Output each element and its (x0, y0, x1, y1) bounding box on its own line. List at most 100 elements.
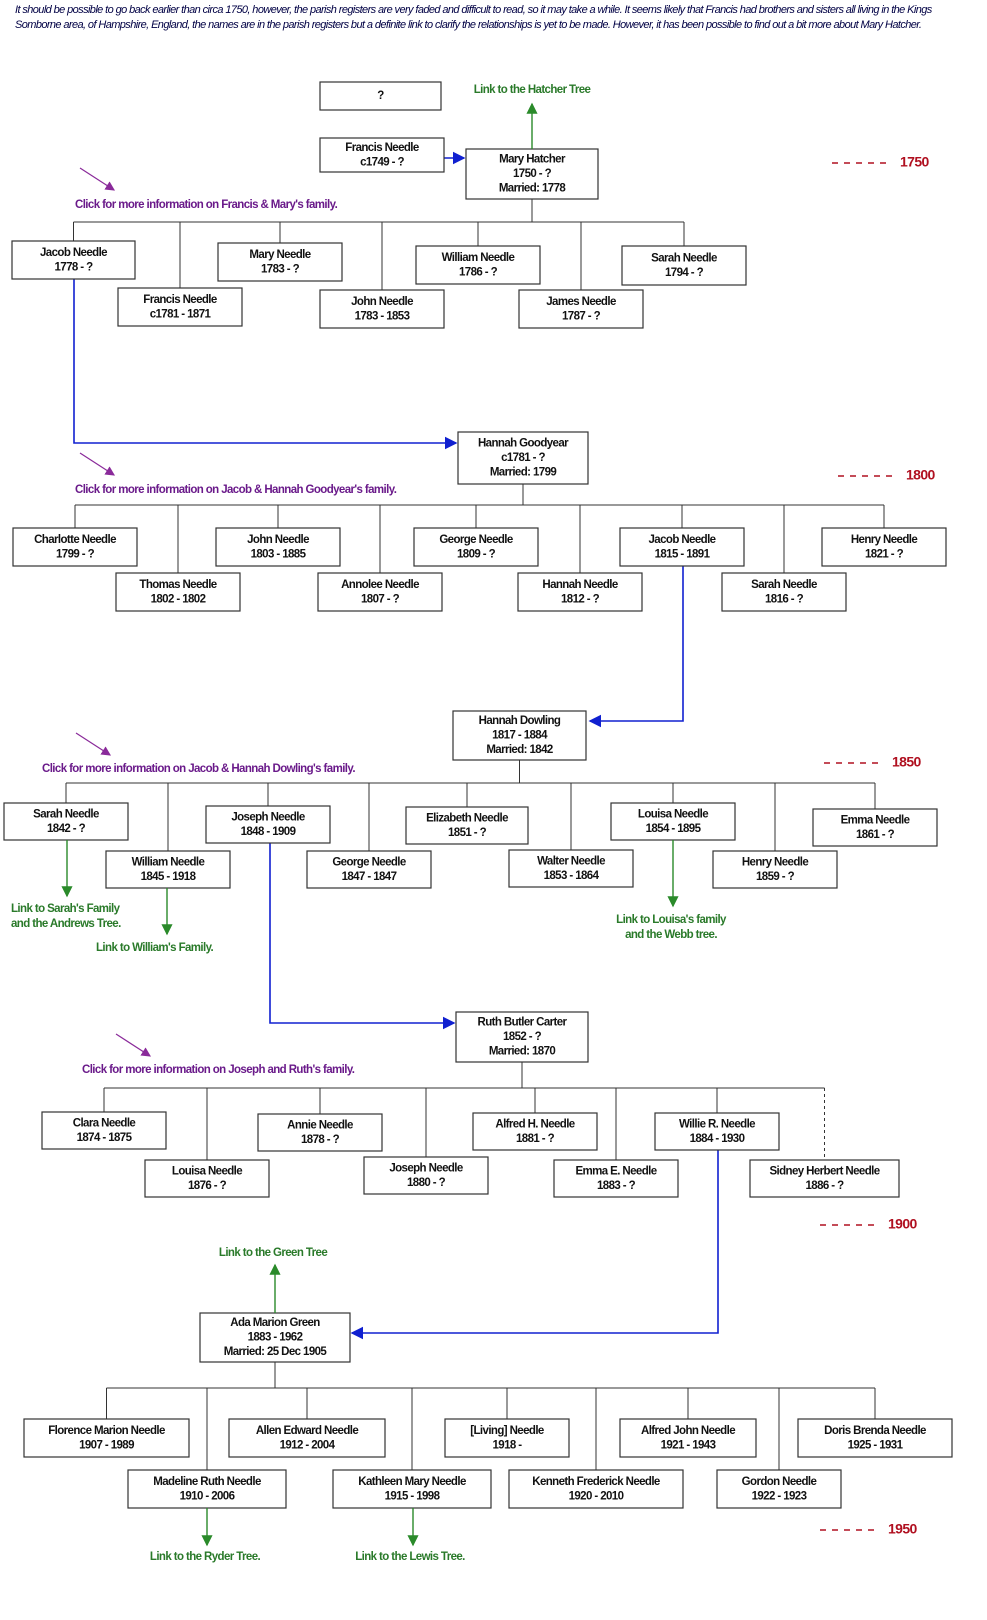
person-box (621, 245, 747, 286)
person-box (654, 1112, 780, 1151)
person-name: Sarah Needle (33, 808, 99, 820)
person-box (413, 527, 539, 567)
person-box (332, 1469, 492, 1509)
person-box (518, 289, 644, 329)
person-box (319, 137, 445, 173)
decade-label: 1750 (900, 154, 930, 170)
person-box (797, 1418, 953, 1458)
person-detail: 1915 - 1998 (385, 1490, 441, 1502)
person-box (319, 289, 445, 329)
info-link[interactable]: Click for more information on Jacob & Ha… (42, 763, 356, 775)
person-name: Gordon Needle (742, 1476, 817, 1488)
person-name: Joseph Needle (231, 811, 305, 823)
tree-link[interactable]: Link to Louisa's family (616, 914, 728, 926)
person-detail: 1817 - 1884 (492, 730, 548, 742)
person-detail: 1918 - (492, 1439, 522, 1451)
info-link[interactable]: Click for more information on Jacob & Ha… (75, 484, 397, 496)
person-box (712, 850, 838, 889)
person-box (508, 1469, 684, 1509)
person-name: Hannah Needle (542, 579, 617, 591)
person-box (452, 710, 587, 761)
person-box (319, 81, 442, 111)
person-box (716, 1469, 842, 1509)
person-box (457, 431, 589, 485)
person-box (363, 1156, 489, 1195)
person-box (619, 527, 745, 567)
tree-link[interactable]: Link to William's Family. (96, 942, 214, 954)
person-name: George Needle (439, 534, 513, 546)
decade-label: 1850 (892, 754, 922, 770)
person-detail: Married: 1870 (489, 1046, 556, 1058)
person-name: John Needle (351, 296, 413, 308)
person-box (115, 572, 241, 612)
tree-link[interactable]: Link to Sarah's Family (11, 903, 121, 915)
person-box (749, 1159, 900, 1198)
person-name: Mary Needle (249, 249, 310, 261)
person-detail: Married: 25 Dec 1905 (224, 1346, 328, 1358)
person-name: Allen Edward Needle (256, 1425, 359, 1437)
person-detail: 1907 - 1989 (79, 1439, 134, 1451)
person-detail: 1786 - ? (459, 266, 498, 278)
person-name: Walter Needle (537, 855, 605, 867)
person-name: Jacob Needle (40, 247, 107, 259)
person-box (215, 527, 341, 567)
person-name: Joseph Needle (389, 1162, 463, 1174)
pointer-arrow (115, 1033, 152, 1057)
person-detail: 1881 - ? (516, 1133, 555, 1145)
person-box (105, 850, 231, 889)
tree-link[interactable]: Link to the Lewis Tree. (355, 1551, 466, 1563)
person-detail: 1815 - 1891 (655, 548, 711, 560)
connector (588, 566, 684, 728)
person-box (117, 287, 243, 327)
person-detail: 1921 - 1943 (661, 1439, 716, 1451)
person-name: Willie R. Needle (679, 1118, 755, 1130)
tree-link[interactable]: Link to the Green Tree (219, 1247, 328, 1259)
person-detail: c1781 - 1871 (150, 308, 212, 320)
person-detail: 1847 - 1847 (342, 871, 397, 883)
person-box (465, 148, 599, 200)
person-detail: 1922 - 1923 (752, 1490, 807, 1502)
person-box (619, 1418, 757, 1458)
info-link[interactable]: Click for more information on Joseph and… (82, 1064, 355, 1076)
person-box (405, 806, 529, 845)
person-box (472, 1112, 598, 1151)
person-detail: 1783 - 1853 (355, 310, 410, 322)
person-box (821, 527, 947, 567)
person-name: Louisa Needle (638, 808, 708, 820)
person-name: Alfred John Needle (641, 1425, 735, 1437)
tree-link[interactable]: and the Andrews Tree. (11, 918, 122, 930)
person-name: Louisa Needle (172, 1165, 242, 1177)
decade-label: 1800 (906, 467, 936, 483)
decade-label: 1950 (888, 1521, 918, 1537)
person-detail: 1851 - ? (448, 827, 487, 839)
person-detail: c1781 - ? (501, 452, 545, 464)
tree-link[interactable]: Link to the Hatcher Tree (474, 84, 591, 96)
tree-link[interactable]: Link to the Ryder Tree. (150, 1551, 261, 1563)
person-detail: 1842 - ? (47, 823, 86, 835)
person-box (610, 802, 736, 841)
person-name: Francis Needle (345, 142, 419, 154)
person-box (444, 1418, 570, 1458)
person-box (812, 808, 938, 847)
connector (73, 279, 458, 450)
person-name: Francis Needle (143, 294, 217, 306)
person-box (205, 805, 331, 844)
tree-link[interactable]: and the Webb tree. (625, 929, 718, 941)
person-detail: 1912 - 2004 (280, 1439, 336, 1451)
person-name: Madeline Ruth Needle (153, 1476, 261, 1488)
person-detail: 1910 - 2006 (180, 1490, 235, 1502)
person-detail: c1749 - ? (360, 156, 404, 168)
person-box (217, 242, 343, 282)
person-name: Doris Brenda Needle (824, 1425, 926, 1437)
person-detail: Married: 1799 (490, 467, 557, 479)
person-detail: 1854 - 1895 (646, 823, 702, 835)
person-name: Emma Needle (841, 814, 910, 826)
person-name: George Needle (332, 856, 406, 868)
info-link[interactable]: Click for more information on Francis & … (75, 199, 338, 211)
person-name: Sidney Herbert Needle (769, 1165, 879, 1177)
person-detail: 1880 - ? (407, 1177, 446, 1189)
person-name: Emma E. Needle (575, 1165, 656, 1177)
person-name: Hannah Goodyear (478, 438, 569, 450)
person-detail: 1884 - 1930 (690, 1133, 745, 1145)
person-box (144, 1159, 270, 1198)
